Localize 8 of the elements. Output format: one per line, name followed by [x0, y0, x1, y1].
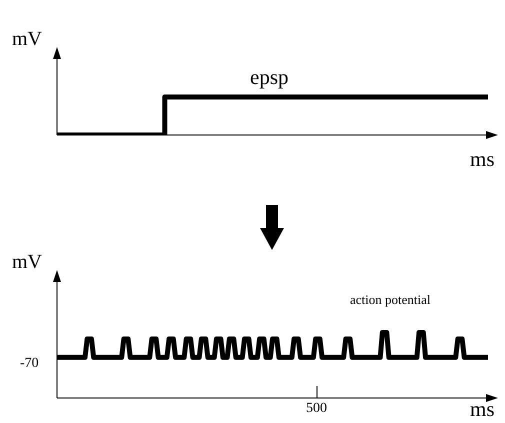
x-axis-title: ms: [470, 397, 495, 421]
y-axis-title: mV: [12, 28, 42, 50]
text: -70: [20, 356, 39, 371]
text: epsp: [250, 65, 288, 89]
text: action potential: [350, 292, 431, 307]
x-axis-title: ms: [470, 147, 495, 171]
y-axis-title: mV: [12, 251, 42, 273]
text: 500: [306, 401, 327, 416]
